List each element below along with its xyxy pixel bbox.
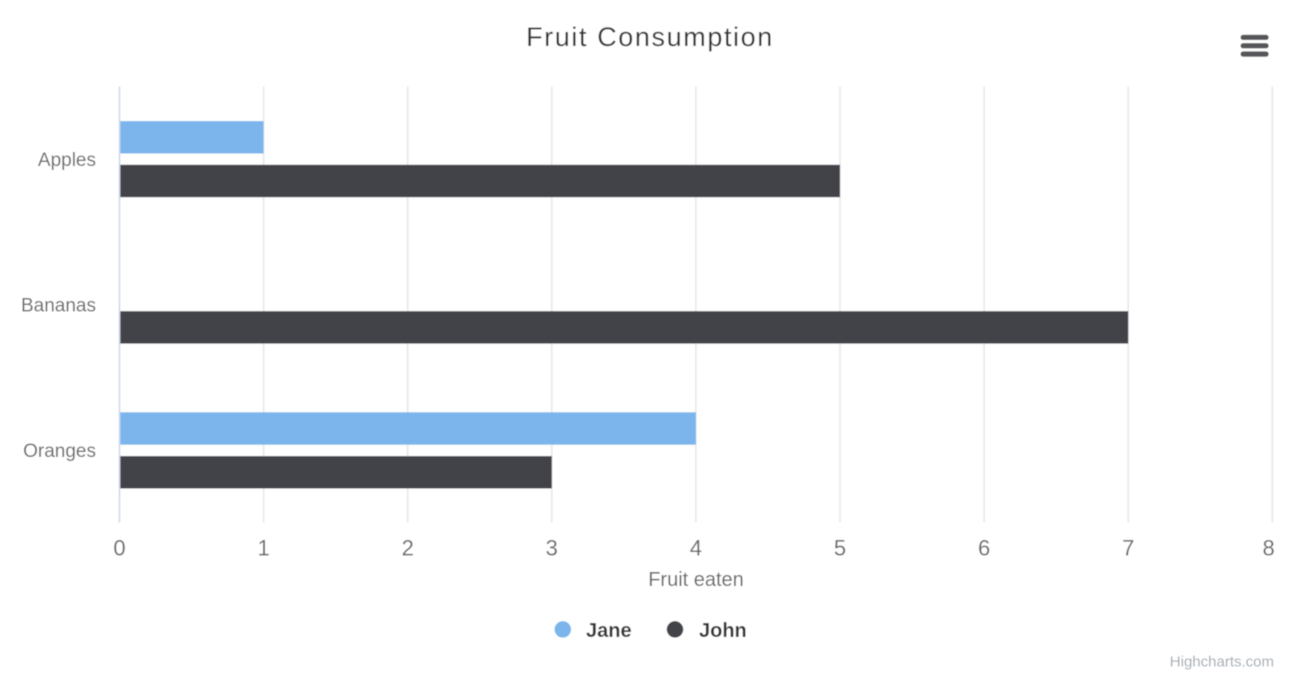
svg-text:4: 4 [690, 535, 702, 560]
svg-text:3: 3 [546, 535, 558, 560]
svg-text:0: 0 [113, 535, 125, 560]
svg-text:Oranges: Oranges [23, 441, 96, 462]
svg-text:1: 1 [257, 535, 269, 560]
svg-text:Jane: Jane [586, 620, 632, 642]
svg-text:6: 6 [978, 535, 990, 560]
svg-text:Apples: Apples [38, 150, 96, 171]
svg-text:Bananas: Bananas [21, 296, 96, 317]
svg-text:5: 5 [834, 535, 846, 560]
svg-text:Highcharts.com: Highcharts.com [1170, 654, 1274, 671]
svg-text:Fruit Consumption: Fruit Consumption [526, 22, 774, 52]
svg-text:Fruit eaten: Fruit eaten [648, 569, 744, 591]
svg-text:8: 8 [1262, 535, 1274, 560]
svg-text:2: 2 [402, 535, 414, 560]
svg-text:7: 7 [1122, 535, 1134, 560]
svg-text:John: John [699, 620, 747, 642]
